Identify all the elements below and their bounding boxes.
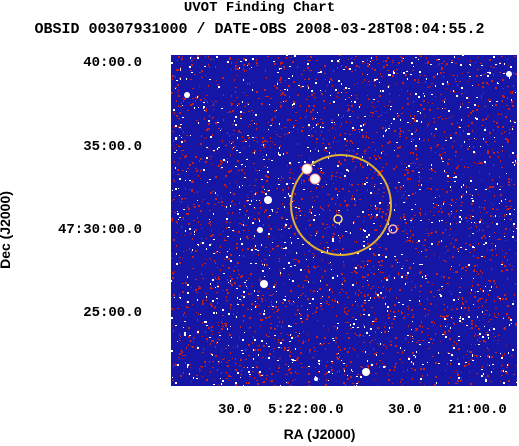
source-marker bbox=[388, 224, 398, 234]
noise-layer bbox=[171, 55, 517, 386]
observation-subtitle: OBSID 00307931000 / DATE-OBS 2008-03-28T… bbox=[34, 21, 485, 38]
ra-tick-label: 30.0 bbox=[388, 402, 422, 418]
source-marker bbox=[333, 214, 343, 224]
sky-image bbox=[171, 55, 517, 386]
chart-title: UVOT Finding Chart bbox=[183, 0, 336, 16]
source-marker bbox=[301, 163, 313, 175]
ra-tick-label: 5:22:00.0 bbox=[268, 402, 344, 418]
sky-image-canvas bbox=[171, 55, 517, 386]
star-layer bbox=[184, 71, 512, 381]
dec-tick-label: 47:30:00.0 bbox=[57, 222, 142, 238]
bright-star bbox=[260, 280, 268, 288]
bright-star bbox=[506, 71, 512, 77]
bright-star bbox=[362, 368, 370, 376]
error-circle bbox=[290, 154, 392, 256]
dec-tick-label: 40:00.0 bbox=[83, 55, 142, 71]
source-marker bbox=[309, 173, 321, 185]
dec-tick-label: 25:00.0 bbox=[83, 305, 142, 321]
bright-star bbox=[314, 377, 318, 381]
x-axis-label: RA (J2000) bbox=[283, 426, 356, 442]
dec-tick-label: 35:00.0 bbox=[83, 139, 142, 155]
bright-star bbox=[184, 92, 190, 98]
marker-layer bbox=[290, 154, 398, 256]
ra-tick-label: 30.0 bbox=[218, 402, 252, 418]
y-axis-label: Dec (J2000) bbox=[0, 191, 13, 269]
bright-star bbox=[257, 227, 263, 233]
bright-star bbox=[264, 196, 272, 204]
ra-tick-label: 21:00.0 bbox=[448, 402, 507, 418]
